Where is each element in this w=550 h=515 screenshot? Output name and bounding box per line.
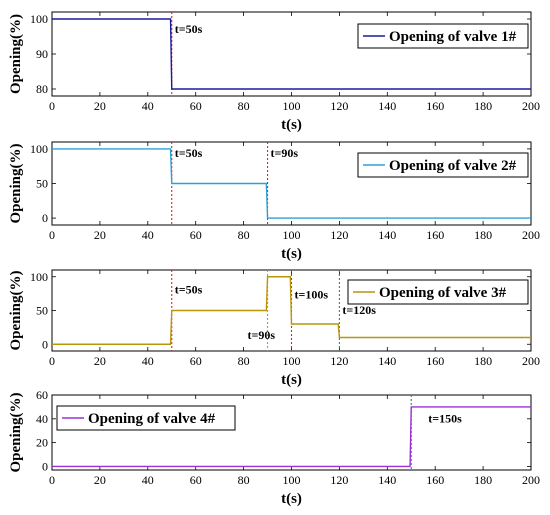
panel-1-x-tick-label: 120: [330, 99, 348, 113]
panel-3-marker-label-3: t=100s: [295, 287, 329, 301]
panel-3-x-tick-label: 180: [474, 354, 492, 368]
panel-2-x-tick-label: 160: [426, 228, 444, 242]
panel-2-x-tick-label: 200: [522, 228, 540, 242]
panel-1-legend-label: Opening of valve 1#: [389, 29, 517, 45]
panel-3-y-axis-label: Opening(%): [8, 270, 24, 350]
panel-4-series-line-1: [52, 406, 531, 468]
panel-1-x-axis-label: t(s): [281, 117, 302, 133]
panel-4-x-axis-label: t(s): [281, 491, 302, 507]
chart-panel-1: 0 20 40 60 80 100 120 140 160 180 200 80 90 100 t(s) Op…: [8, 11, 540, 133]
chart-panel-4: 0 20 40 60 80 100 120 140 160 180 200 0 20 40 60 t(s) Op…: [8, 388, 540, 507]
panel-3-x-tick-label: 140: [378, 354, 396, 368]
panel-3-x-tick-label: 200: [522, 354, 540, 368]
panel-2-x-tick-label: 20: [94, 228, 106, 242]
panel-2-legend: Opening of valve 2#: [357, 152, 529, 178]
panel-2-legend-label: Opening of valve 2#: [389, 158, 517, 174]
panel-4-x-tick-label: 160: [426, 473, 444, 487]
panel-4-x-tick-label: 60: [190, 473, 202, 487]
panel-4-legend-box: [56, 405, 236, 431]
panel-3-x-tick-label: 100: [283, 354, 301, 368]
panel-4-y-tick-label: 40: [36, 412, 48, 426]
panel-1-legend: Opening of valve 1#: [357, 23, 529, 49]
panel-1-x-tick-label: 80: [238, 99, 250, 113]
panel-3-y-tick-label: 0: [42, 337, 48, 351]
panel-1-x-tick-label: 160: [426, 99, 444, 113]
panel-1-y-tick-label: 80: [36, 82, 48, 96]
panel-1-x-tick-label: 0: [49, 99, 55, 113]
panel-3-y-tick-label: 50: [36, 304, 48, 318]
panel-1-x-tick-label: 180: [474, 99, 492, 113]
panel-3-x-axis-label: t(s): [281, 372, 302, 388]
panel-1-x-tick-label: 100: [283, 99, 301, 113]
panel-3-marker-label-2: t=90s: [248, 328, 276, 342]
panel-1-x-tick-label: 200: [522, 99, 540, 113]
panel-3-x-tick-label: 40: [142, 354, 154, 368]
panel-1-x-tick-label: 40: [142, 99, 154, 113]
panel-2-y-tick-label: 100: [30, 142, 48, 156]
panel-4-x-tick-label: 180: [474, 473, 492, 487]
panel-2-x-tick-label: 0: [49, 228, 55, 242]
panel-4-x-tick-label: 140: [378, 473, 396, 487]
panel-4-x-tick-label: 100: [283, 473, 301, 487]
panel-2-series-line-1: [52, 148, 531, 219]
chart-panel-3: 0 20 40 60 80 100 120 140 160 180 200 0 50 100 t(s) Ope…: [8, 269, 540, 388]
panel-2-y-axis-label: Opening(%): [8, 143, 24, 223]
panel-1-x-tick-label: 60: [190, 99, 202, 113]
panel-2-x-axis-label: t(s): [281, 246, 302, 262]
panel-2-y-tick-label: 0: [42, 211, 48, 225]
chart-panel-2: 0 20 40 60 80 100 120 140 160 180 200 0 50 100 t(s) Ope…: [8, 141, 540, 262]
panel-1-x-tick-label: 20: [94, 99, 106, 113]
panel-3-series-line-1: [52, 276, 531, 345]
panel-3-legend-label: Opening of valve 3#: [379, 285, 507, 301]
panel-2-marker-label-1: t=50s: [175, 146, 203, 160]
panel-1-y-axis-label: Opening(%): [8, 14, 24, 94]
panel-2-legend-box: [357, 152, 529, 178]
panel-3-x-tick-label: 120: [330, 354, 348, 368]
panel-4-y-tick-label: 0: [42, 459, 48, 473]
panel-2-x-tick-label: 40: [142, 228, 154, 242]
panel-2-x-tick-label: 180: [474, 228, 492, 242]
panel-4-x-tick-label: 40: [142, 473, 154, 487]
panel-2-x-tick-label: 60: [190, 228, 202, 242]
panel-3-marker-label-1: t=50s: [175, 283, 203, 297]
panel-3-x-tick-label: 20: [94, 354, 106, 368]
panel-3-legend: Opening of valve 3#: [347, 279, 529, 305]
panel-2-marker-label-2: t=90s: [271, 146, 299, 160]
panel-3-x-tick-label: 60: [190, 354, 202, 368]
panel-1-marker-label-1: t=50s: [175, 22, 203, 36]
panel-2-x-tick-label: 120: [330, 228, 348, 242]
panel-2-y-tick-label: 50: [36, 177, 48, 191]
panel-3-x-tick-label: 80: [238, 354, 250, 368]
panel-1-y-tick-label: 90: [36, 47, 48, 61]
panel-4-x-tick-label: 20: [94, 473, 106, 487]
panel-4-legend-label: Opening of valve 4#: [88, 411, 216, 427]
panel-4-legend: Opening of valve 4#: [56, 405, 236, 431]
panel-3-legend-box: [347, 279, 529, 305]
panel-1-x-tick-label: 140: [378, 99, 396, 113]
panel-3-marker-label-4: t=120s: [342, 303, 376, 317]
panel-4-x-tick-label: 80: [238, 473, 250, 487]
panel-3-x-tick-label: 0: [49, 354, 55, 368]
panel-4-x-tick-label: 200: [522, 473, 540, 487]
panel-2-x-tick-label: 100: [283, 228, 301, 242]
panel-4-marker-label-1: t=150s: [428, 411, 462, 425]
panel-4-x-tick-label: 0: [49, 473, 55, 487]
panel-2-x-tick-label: 140: [378, 228, 396, 242]
panel-3-x-tick-label: 160: [426, 354, 444, 368]
panel-4-x-tick-label: 120: [330, 473, 348, 487]
panel-1-legend-box: [357, 23, 529, 49]
panel-4-y-tick-label: 20: [36, 436, 48, 450]
panel-2-x-tick-label: 80: [238, 228, 250, 242]
panel-3-y-tick-label: 100: [30, 270, 48, 284]
panel-1-y-tick-label: 100: [30, 12, 48, 26]
panel-4-y-axis-label: Opening(%): [8, 392, 24, 472]
panel-1-series-line-1: [52, 18, 531, 90]
panel-4-y-tick-label: 60: [36, 388, 48, 402]
